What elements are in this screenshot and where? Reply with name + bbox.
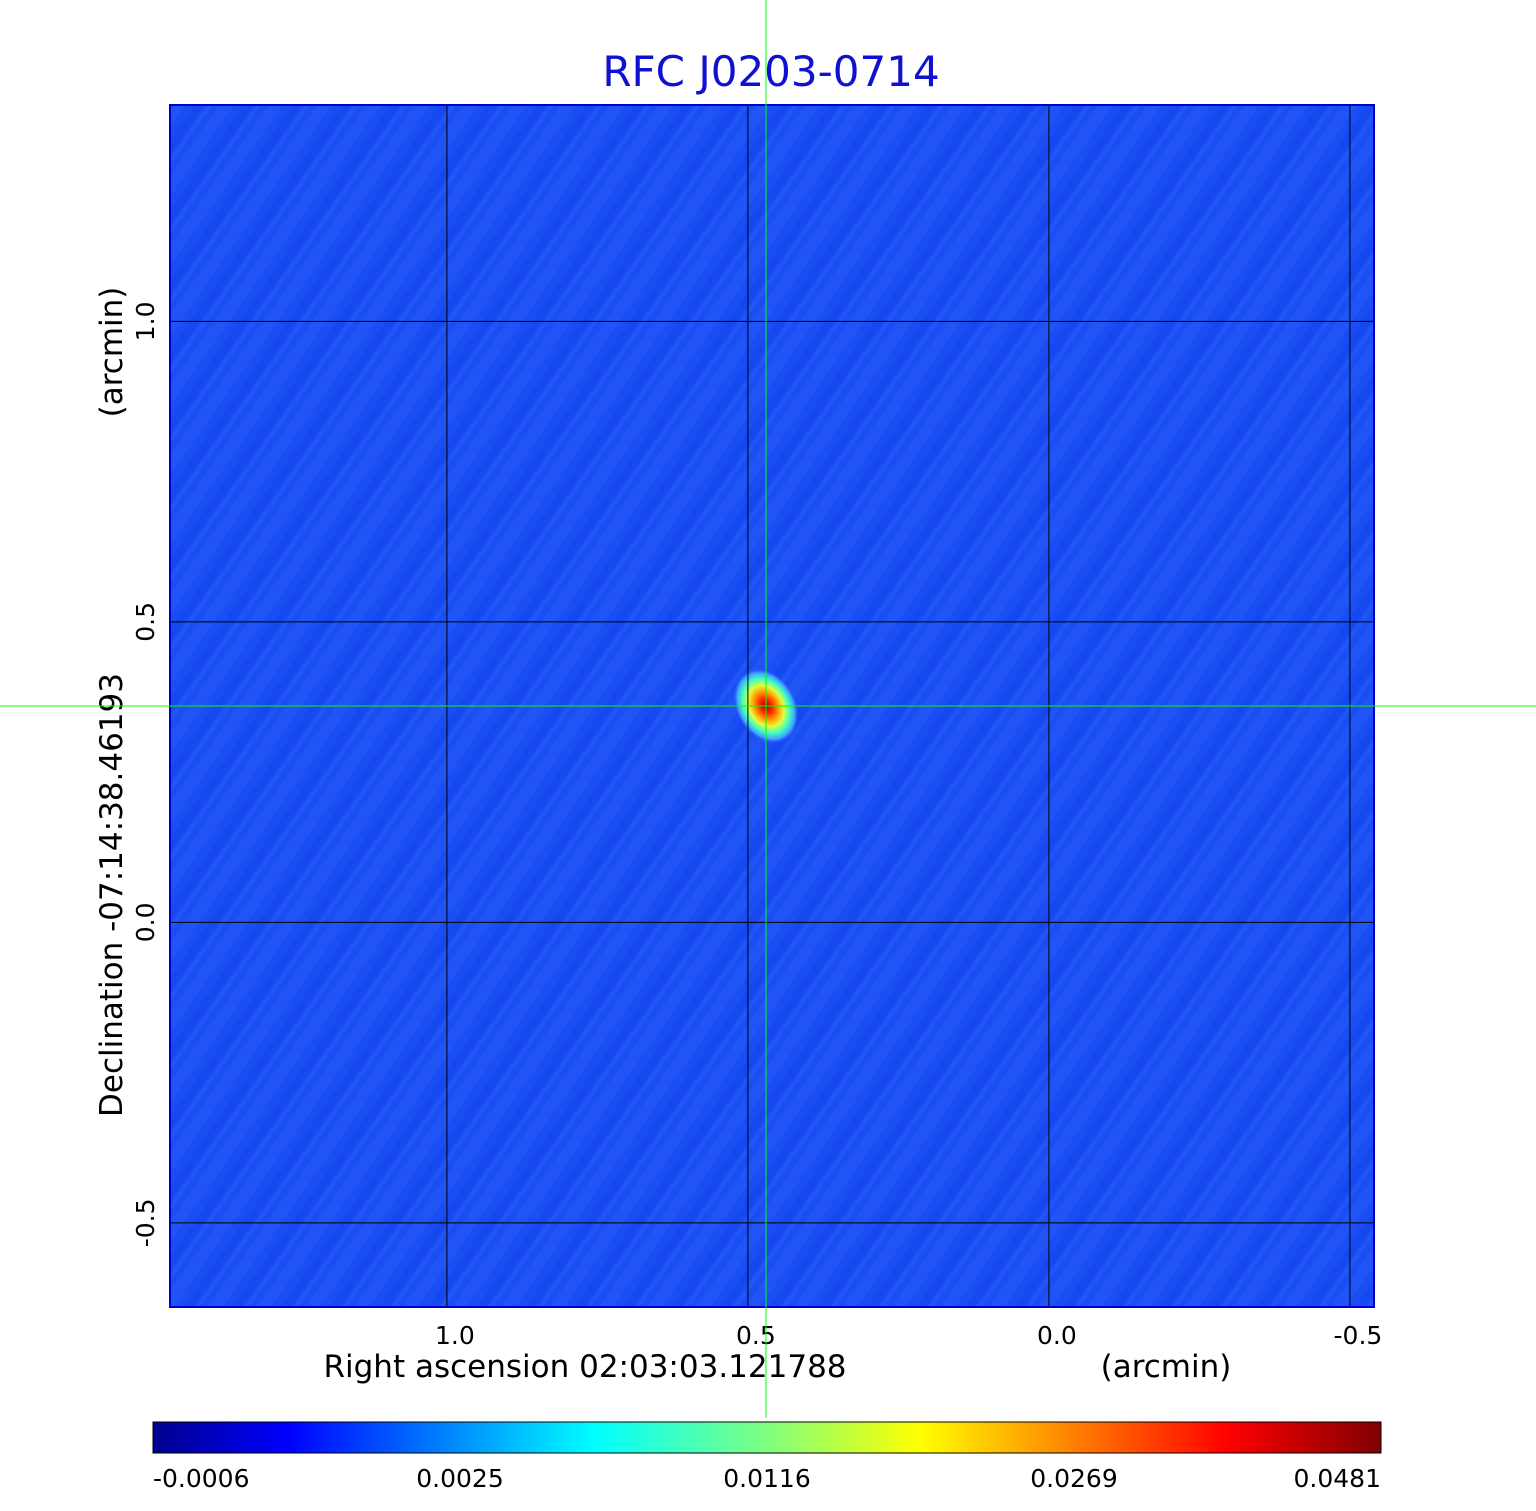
x-tick-labels: 1.0 0.5 0.0 -0.5 [435,1321,1382,1350]
y-tick-label: 1.0 [131,301,160,341]
crosshair [0,0,1536,1418]
y-tick-label: 0.5 [131,602,160,642]
y-tick-label: 0.0 [131,902,160,942]
colorbar-tick-label: -0.0006 [153,1464,250,1493]
y-axis-label: Declination -07:14:38.46193 [94,673,130,1117]
colorbar-tick-label: 0.0025 [416,1464,503,1493]
colorbar-tick-label: 0.0269 [1030,1464,1117,1493]
chart-title: RFC J0203-0714 [602,47,939,96]
x-tick-label: 1.0 [435,1321,475,1350]
y-tick-label: -0.5 [131,1198,160,1247]
x-tick-label: 0.5 [736,1321,776,1350]
x-axis-unit: (arcmin) [1101,1349,1232,1385]
y-axis-unit: (arcmin) [94,287,130,418]
colorbar-tick-label: 0.0116 [723,1464,810,1493]
colorbar-tick-label: 0.0481 [1294,1464,1381,1493]
x-axis-label: Right ascension 02:03:03.121788 [323,1349,846,1385]
y-tick-labels: 1.0 0.5 0.0 -0.5 [131,301,160,1247]
x-tick-label: 0.0 [1037,1321,1077,1350]
colorbar [152,1421,1382,1454]
colorbar-gradient [152,1421,1382,1454]
x-tick-label: -0.5 [1334,1321,1383,1350]
colorbar-tick-labels: -0.0006 0.0025 0.0116 0.0269 0.0481 [153,1464,1381,1493]
